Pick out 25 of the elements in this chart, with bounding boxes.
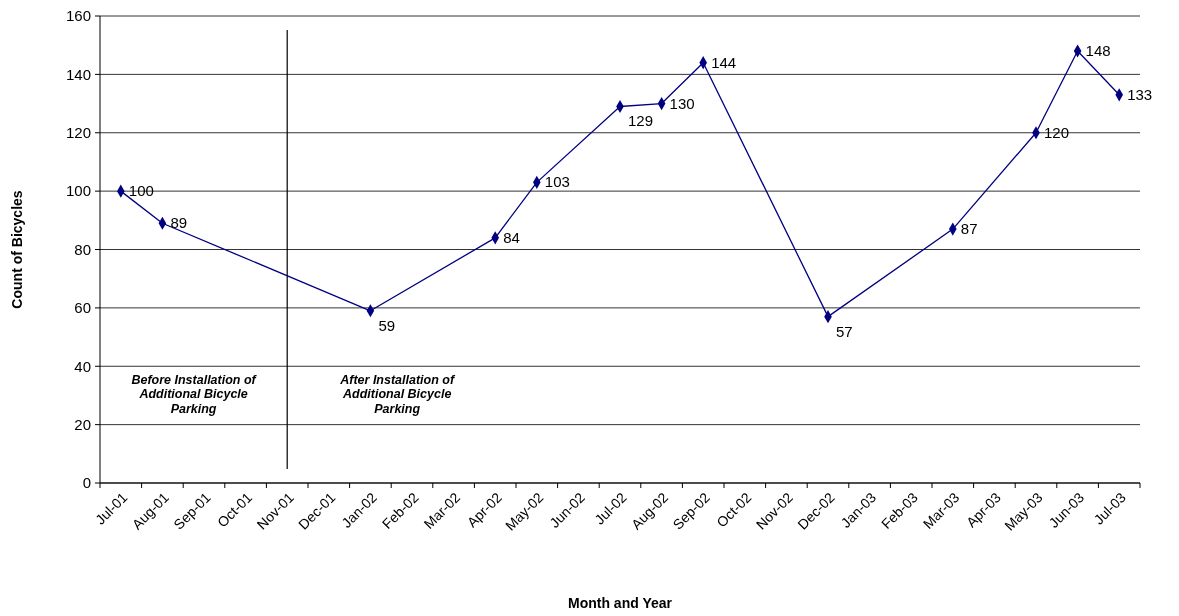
data-label: 129 (628, 112, 654, 130)
y-tick-label: 60 (74, 299, 91, 317)
x-axis-title: Month and Year (568, 595, 673, 611)
data-label: 59 (378, 316, 396, 334)
data-label: 89 (170, 214, 188, 232)
annotation: Before Installation of Additional Bicycle Parking (131, 372, 258, 416)
data-label: 130 (669, 94, 695, 112)
y-tick-label: 40 (74, 357, 91, 375)
data-label: 144 (711, 53, 737, 71)
y-tick-label: 160 (65, 7, 91, 25)
data-label: 103 (544, 173, 570, 191)
y-tick-label: 120 (65, 124, 91, 141)
data-label: 84 (503, 228, 520, 246)
y-tick-label: 140 (65, 65, 91, 83)
annotation: After Installation of Additional Bicycle Parking (339, 372, 456, 416)
data-label: 133 (1127, 85, 1153, 103)
data-label: 148 (1085, 42, 1111, 60)
data-label: 87 (960, 220, 978, 238)
y-tick-label: 80 (74, 240, 91, 258)
y-tick-label: 20 (74, 415, 91, 433)
data-label: 100 (128, 182, 154, 200)
data-label: 57 (836, 322, 853, 340)
y-tick-label: 0 (82, 474, 91, 492)
y-tick-label: 100 (65, 182, 91, 200)
y-axis-title: Count of Bicycles (9, 190, 25, 309)
